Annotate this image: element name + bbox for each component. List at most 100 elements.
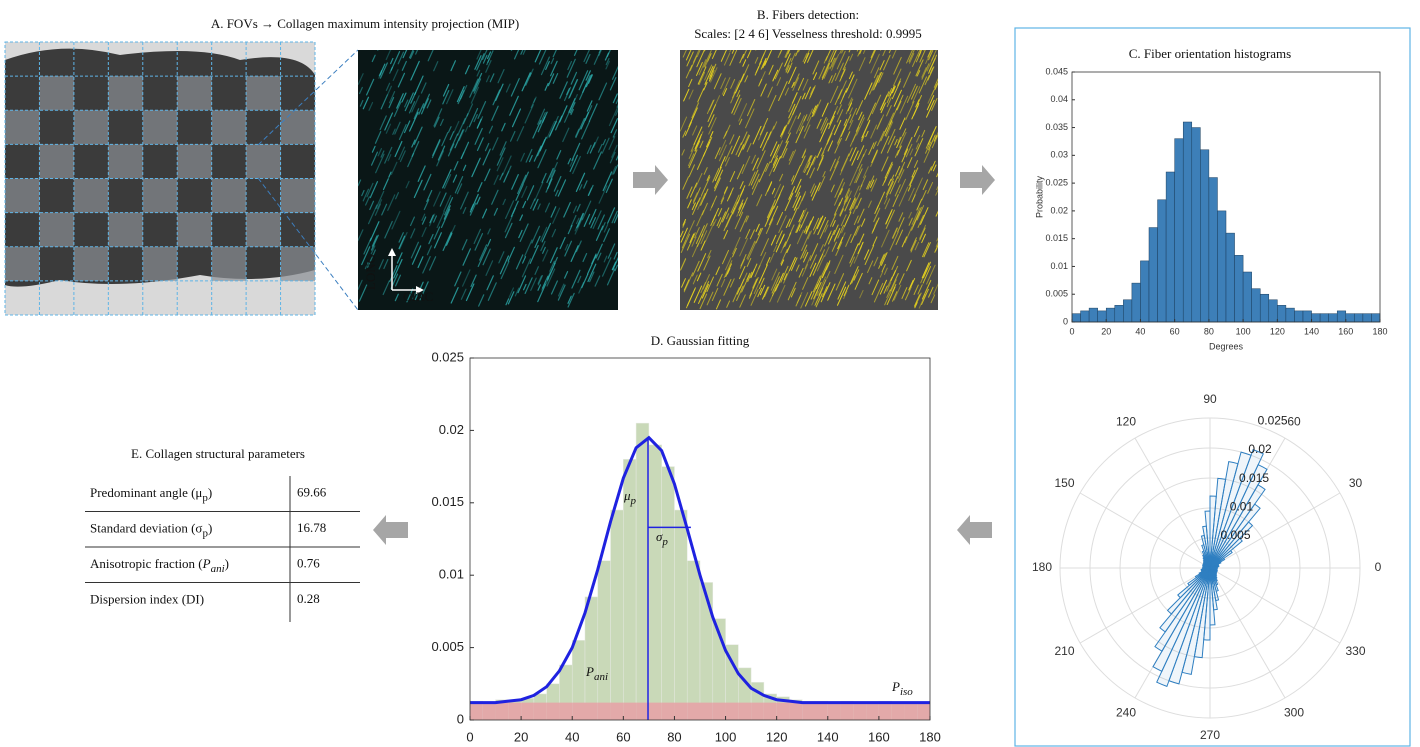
fiber (711, 95, 721, 114)
fiber (844, 197, 851, 212)
fov-tile (142, 110, 178, 145)
fiber (377, 148, 383, 157)
fiber (695, 131, 704, 149)
fiber (874, 220, 878, 227)
fiber (485, 59, 492, 73)
fiber (769, 286, 777, 303)
fiber (499, 255, 510, 275)
fiber (491, 105, 499, 121)
bar (1191, 127, 1201, 323)
fiber (791, 81, 795, 88)
fiber (897, 167, 903, 179)
fiber (429, 256, 437, 271)
fiber (916, 205, 925, 221)
fiber (784, 192, 794, 212)
fiber (849, 198, 857, 213)
fiber (509, 130, 516, 142)
fiber (493, 174, 499, 185)
bar (1182, 121, 1193, 323)
fiber (477, 182, 483, 193)
fiber (821, 286, 828, 298)
fiber (711, 50, 717, 59)
fiber (859, 50, 862, 55)
fiber (788, 256, 796, 271)
fiber (696, 272, 702, 282)
fiber (935, 241, 938, 247)
fiber (819, 219, 829, 239)
fiber (890, 270, 896, 282)
fiber (500, 260, 510, 280)
fiber (582, 252, 588, 263)
fiber (887, 178, 892, 186)
fiber (849, 107, 853, 115)
fiber (813, 281, 822, 300)
fiber (686, 186, 693, 199)
fiber (837, 286, 847, 306)
fiber (601, 222, 606, 231)
fiber (918, 293, 926, 309)
fov-tile (142, 246, 178, 281)
fiber (936, 172, 938, 178)
fiber (926, 54, 935, 72)
fiber (722, 207, 730, 223)
fiber (811, 104, 818, 117)
fiber (779, 234, 785, 244)
fiber (511, 174, 519, 190)
bar (1097, 310, 1107, 323)
fiber (549, 120, 557, 137)
fiber (754, 57, 759, 64)
fiber (800, 244, 808, 260)
fiber (737, 203, 743, 214)
fiber (840, 153, 850, 172)
fiber (534, 50, 542, 63)
fiber (821, 63, 830, 80)
fiber (837, 80, 847, 99)
fiber (910, 237, 917, 251)
fiber (810, 87, 814, 95)
bar (1302, 310, 1312, 323)
fiber (394, 140, 403, 158)
fiber (802, 249, 808, 259)
fiber (809, 167, 815, 179)
fiber (898, 273, 905, 285)
fiber (754, 60, 763, 76)
fiber (739, 258, 745, 269)
angle-label: 270 (1200, 728, 1220, 742)
fiber (697, 66, 707, 85)
fiber (808, 155, 812, 162)
fiber (540, 240, 546, 252)
fiber (746, 98, 756, 117)
fiber (849, 167, 859, 186)
fiber (358, 179, 362, 187)
fov-tile (5, 246, 40, 281)
fiber (765, 256, 771, 266)
fiber (742, 59, 747, 67)
fiber (896, 136, 902, 149)
fiber (925, 50, 933, 64)
fiber (369, 181, 379, 199)
fiber (892, 68, 902, 87)
fiber (811, 182, 821, 201)
fiber (795, 125, 804, 144)
fiber (729, 50, 738, 66)
fiber (867, 260, 874, 273)
fiber (431, 140, 441, 159)
fiber (772, 74, 777, 81)
fiber (878, 72, 884, 83)
fiber (731, 135, 741, 155)
fiber (550, 280, 558, 295)
bar (1105, 307, 1116, 323)
bar (1242, 271, 1252, 323)
fiber (695, 225, 705, 244)
fiber (420, 98, 429, 115)
x-tick-label: 180 (919, 729, 941, 744)
fiber (689, 55, 698, 72)
fiber (843, 195, 849, 205)
fiber (736, 164, 745, 180)
fiber (780, 118, 791, 139)
fiber (569, 102, 576, 114)
iso-bar (789, 702, 803, 720)
fiber (834, 156, 841, 169)
fiber (465, 283, 475, 302)
fiber (550, 206, 557, 218)
